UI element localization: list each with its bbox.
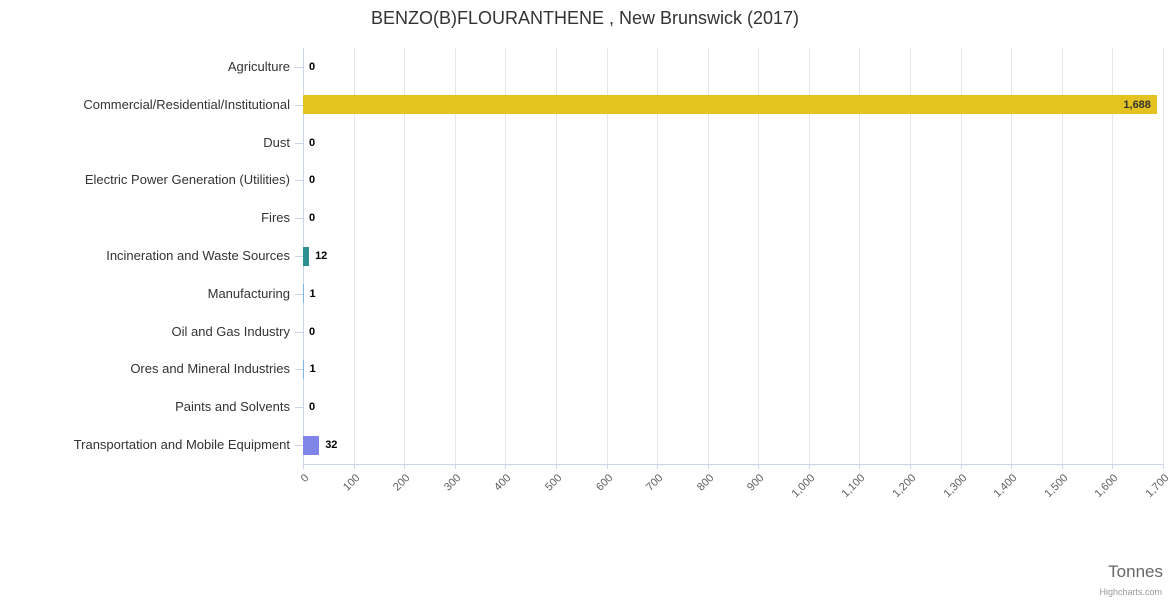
gridline	[707, 48, 709, 464]
category-tick	[295, 407, 303, 409]
value-label: 0	[309, 325, 316, 338]
category-tick	[295, 445, 303, 447]
x-axis-tick-label: 1,000	[789, 472, 818, 500]
x-axis-tick-label: 1,200	[890, 472, 919, 500]
x-axis-tick	[1163, 464, 1164, 469]
value-label: 1,688	[1123, 98, 1151, 111]
x-axis-tick	[555, 464, 557, 469]
category-tick	[295, 104, 303, 106]
x-axis-tick-label: 1,300	[941, 472, 970, 500]
x-axis-tick-label: 0	[298, 472, 312, 485]
category-tick	[295, 256, 303, 257]
x-axis-tick-label: 1,500	[1042, 472, 1071, 500]
category-label: Manufacturing	[207, 285, 290, 301]
bar[interactable]	[303, 359, 304, 379]
category-label: Paints and Solvents	[175, 399, 290, 415]
gridline	[657, 48, 659, 464]
x-axis-tick-label: 600	[593, 472, 616, 494]
bar[interactable]	[303, 435, 320, 455]
x-axis-tick	[910, 464, 912, 469]
category-label: Fires	[261, 210, 290, 226]
category-label: Oil and Gas Industry	[171, 323, 291, 339]
gridline	[1163, 48, 1164, 464]
category-label: Incineration and Waste Sources	[106, 248, 290, 263]
value-label: 0	[309, 401, 316, 414]
value-label: 0	[309, 136, 316, 149]
x-axis-tick	[505, 464, 507, 469]
bar[interactable]	[303, 284, 304, 304]
gridline	[505, 48, 507, 464]
category-label: Transportation and Mobile Equipment	[73, 437, 290, 453]
gridline	[1112, 48, 1114, 464]
x-axis-tick-label: 1,700	[1143, 472, 1170, 500]
value-label: 0	[309, 60, 316, 73]
gridline	[353, 48, 355, 464]
category-label: Ores and Mineral Industries	[130, 361, 290, 377]
x-axis-tick	[707, 464, 709, 469]
x-axis-tick	[303, 464, 304, 469]
value-label: 32	[325, 439, 338, 452]
bar[interactable]	[303, 246, 310, 266]
x-axis-tick-label: 700	[644, 472, 666, 494]
category-tick	[295, 142, 303, 144]
value-label: 0	[309, 174, 316, 187]
x-axis-tick	[808, 464, 810, 469]
x-axis-tick-label: 1,100	[840, 472, 868, 500]
category-tick	[295, 218, 303, 220]
category-tick	[295, 331, 303, 333]
gridline	[1061, 48, 1063, 464]
x-axis-tick-label: 1,600	[1092, 472, 1121, 500]
gridline	[454, 48, 456, 464]
x-axis-tick	[454, 464, 456, 469]
gridline	[859, 48, 861, 464]
value-label: 1	[309, 287, 316, 300]
x-axis-tick-label: 1,400	[991, 472, 1020, 500]
gridline	[960, 48, 962, 464]
x-axis-tick-label: 800	[694, 472, 717, 494]
gridline	[555, 48, 557, 464]
category-label: Commercial/Residential/Institutional	[83, 96, 290, 112]
highcharts-credit[interactable]: Highcharts.com	[1099, 587, 1162, 597]
x-axis-tick	[960, 464, 962, 469]
category-label: Dust	[263, 134, 290, 150]
x-axis-tick-label: 400	[492, 472, 514, 494]
chart-title: BENZO(B)FLOURANTHENE , New Brunswick (20…	[370, 8, 800, 28]
x-axis-title: Tonnes	[1108, 562, 1163, 581]
x-axis-tick-label: 900	[745, 472, 767, 494]
category-label: Electric Power Generation (Utilities)	[84, 172, 290, 188]
x-axis-tick-label: 200	[391, 472, 413, 494]
x-axis-tick-label: 500	[542, 472, 565, 494]
gridline	[808, 48, 810, 464]
gridline	[758, 48, 760, 464]
x-axis-tick	[1011, 464, 1013, 469]
x-axis-tick-label: 100	[340, 472, 363, 494]
bar[interactable]	[303, 95, 1157, 115]
category-tick	[295, 293, 303, 295]
category-tick	[295, 66, 303, 68]
x-axis-tick	[353, 464, 355, 469]
x-axis-tick	[606, 464, 608, 469]
category-tick	[295, 369, 303, 371]
x-axis-tick	[1061, 464, 1063, 469]
category-tick	[295, 180, 303, 182]
gridline	[404, 48, 406, 464]
gridline	[910, 48, 912, 464]
value-label: 1	[309, 363, 316, 376]
category-label: Agriculture	[227, 58, 290, 74]
x-axis-tick	[1112, 464, 1114, 469]
x-axis-tick	[657, 464, 659, 469]
gridline	[606, 48, 608, 464]
x-axis-tick	[404, 464, 406, 469]
x-axis-line	[303, 464, 1163, 465]
value-label: 12	[315, 250, 328, 262]
gridline	[1011, 48, 1013, 464]
value-label: 0	[309, 212, 316, 225]
x-axis-tick	[758, 464, 760, 469]
x-axis-tick	[859, 464, 861, 469]
x-axis-tick-label: 300	[441, 472, 464, 494]
